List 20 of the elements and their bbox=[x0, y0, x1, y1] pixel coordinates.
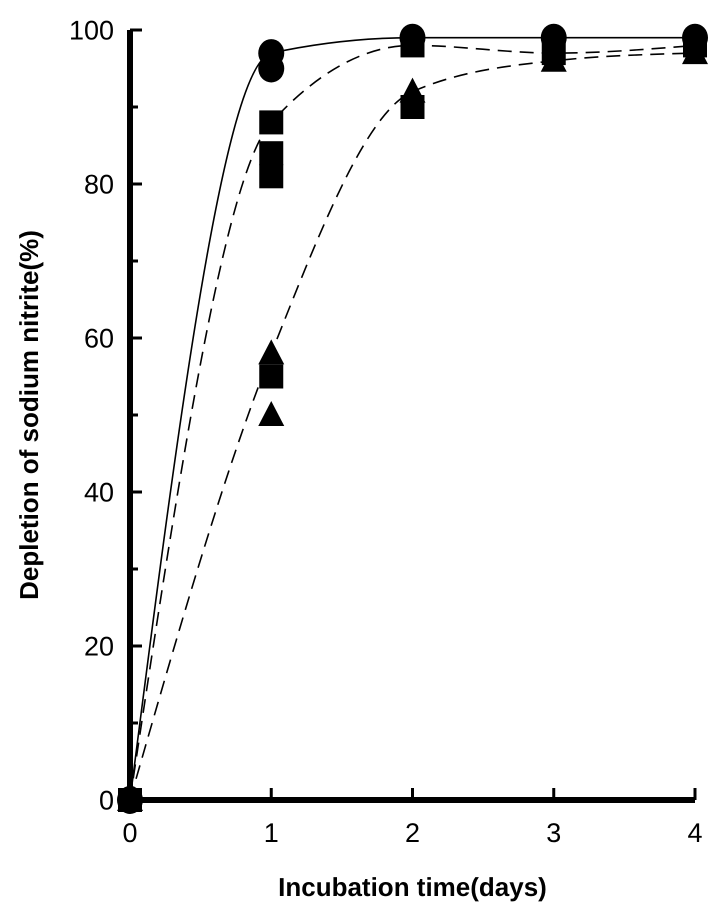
y-tick-label: 40 bbox=[84, 477, 114, 508]
x-tick-label: 0 bbox=[122, 818, 138, 848]
y-tick-label: 20 bbox=[84, 631, 114, 662]
x-tick-label: 4 bbox=[687, 818, 703, 848]
y-tick-label: 100 bbox=[68, 15, 114, 46]
y-tick-label: 80 bbox=[84, 169, 114, 200]
y-axis-title: Depletion of sodium nitrite(%) bbox=[14, 230, 44, 600]
y-tick-label: 60 bbox=[84, 323, 114, 354]
point bbox=[259, 164, 284, 188]
point bbox=[400, 95, 424, 119]
x-tick-label: 3 bbox=[546, 818, 562, 848]
point bbox=[259, 141, 284, 166]
point bbox=[258, 339, 284, 364]
point bbox=[259, 110, 284, 134]
point bbox=[258, 401, 284, 426]
x-axis-title: Incubation time(days) bbox=[278, 872, 547, 902]
x-tick-label: 1 bbox=[264, 818, 279, 848]
point bbox=[259, 364, 284, 388]
y-tick-label: 0 bbox=[98, 785, 114, 816]
x-tick-label: 2 bbox=[404, 818, 420, 848]
